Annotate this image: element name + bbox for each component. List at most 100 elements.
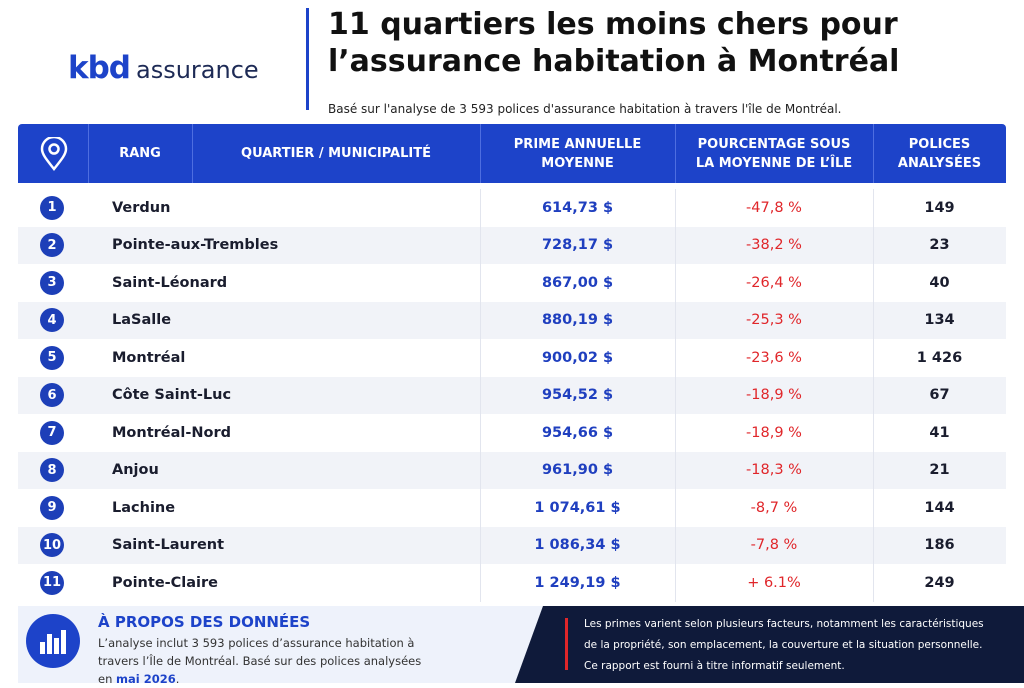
neighborhood: Verdun [112,199,171,216]
percentage: -47,8 % [746,199,802,216]
policies: 23 [929,237,950,254]
footer-note [515,606,1024,683]
table-row: 11 Pointe-Claire 1 249,19 $ + 6.1% 249 [18,564,1006,602]
neighborhood: Montréal-Nord [112,424,232,441]
policies: 144 [924,499,955,516]
percentage: -23,6 % [746,349,802,366]
column-divider [192,124,193,183]
table-header: RANG QUARTIER / MUNICIPALITÉ PRIME ANNUELL… [18,124,1006,183]
rank-badge: 8 [40,458,64,483]
neighborhood: Montréal [112,349,186,366]
premium: 1 074,61 $ [534,499,621,516]
rank-badge: 5 [40,345,64,370]
premium: 954,52 $ [541,387,614,404]
percentage: -38,2 % [746,237,802,254]
cell-divider [873,264,874,302]
cell-divider [480,301,481,339]
rank-badge: 9 [40,495,64,520]
column-header: POURCENTAGE SOUS LA MOYENNE DE L’ÎLE [695,136,853,171]
title-line: 11 quartiers les moins chers pour [328,7,898,42]
chart-icon-glyph [40,630,66,654]
cell-divider [675,264,676,302]
chart-icon [26,614,80,668]
cell-divider [480,414,481,452]
about-highlight: mai 2026 [116,672,176,686]
premium: 728,17 $ [541,237,614,254]
logo-word: assurance [136,56,259,84]
cell-divider [480,189,481,227]
cell-divider [675,414,676,452]
title-line: l’assurance habitation à Montréal [328,44,900,79]
neighborhood: Anjou [112,462,159,479]
neighborhood: Saint-Léonard [112,274,228,291]
cell-divider [873,301,874,339]
cell-divider [873,339,874,377]
percentage: -25,3 % [746,312,802,329]
table-row: 1 Verdun 614,73 $ -47,8 % 149 [18,189,1006,227]
policies: 186 [924,537,955,554]
policies: 21 [929,462,950,479]
neighborhood: Côte Saint-Luc [112,387,232,404]
pin-icon [40,137,68,171]
rank-badge: 6 [40,383,64,408]
cell-divider [675,301,676,339]
cell-divider [480,489,481,527]
column-header: RANG [119,146,161,161]
percentage: -18,9 % [746,424,802,441]
note-line: Les primes varient selon plusieurs facte… [584,618,984,630]
table-row: 3 Saint-Léonard 867,00 $ -26,4 % 40 [18,264,1006,302]
note: Les primes varient selon plusieurs facte… [584,614,984,677]
cell-divider [873,414,874,452]
cell-divider [480,226,481,264]
cell-divider [873,376,874,414]
neighborhood: LaSalle [112,312,172,329]
table-row: 9 Lachine 1 074,61 $ -8,7 % 144 [18,489,1006,527]
accent-bar [565,618,568,670]
premium: 961,90 $ [541,462,614,479]
policies: 134 [924,312,955,329]
footer-about [18,606,558,683]
policies: 40 [929,274,950,291]
cell-divider [873,564,874,602]
cell-divider [480,376,481,414]
cell-divider [480,339,481,377]
percentage: + 6.1% [747,574,801,591]
about-text: L’analyse inclut 3 593 polices d’assuran… [98,634,433,688]
cell-divider [675,376,676,414]
cell-divider [480,564,481,602]
rank-badge: 1 [40,195,64,220]
neighborhood: Pointe-aux-Trembles [112,237,279,254]
policies: 149 [924,199,955,216]
cell-divider [675,489,676,527]
premium: 1 086,34 $ [534,537,621,554]
cell-divider [873,189,874,227]
rank-badge: 10 [40,533,64,558]
table-row: 8 Anjou 961,90 $ -18,3 % 21 [18,451,1006,489]
title: 11 quartiers les moins chers pour l’assu… [328,6,899,80]
policies: 41 [929,424,950,441]
percentage: -8,7 % [750,499,798,516]
note-line: de la propriété, son emplacement, la cou… [584,639,983,651]
rank-badge: 2 [40,233,64,258]
cell-divider [480,451,481,489]
premium: 954,66 $ [541,424,614,441]
column-divider [675,124,676,183]
rank-badge: 7 [40,420,64,445]
column-divider [873,124,874,183]
percentage: -26,4 % [746,274,802,291]
premium: 900,02 $ [541,349,614,366]
neighborhood: Lachine [112,499,176,516]
rank-badge: 3 [40,270,64,295]
premium: 867,00 $ [541,274,614,291]
about-title: À PROPOS DES DONNÉES [98,613,311,631]
cell-divider [675,564,676,602]
percentage: -18,3 % [746,462,802,479]
table-row: 5 Montréal 900,02 $ -23,6 % 1 426 [18,339,1006,377]
cell-divider [675,451,676,489]
table-row: 10 Saint-Laurent 1 086,34 $ -7,8 % 186 [18,526,1006,564]
cell-divider [480,264,481,302]
cell-divider [873,526,874,564]
logo-brand: kbd [68,50,131,86]
